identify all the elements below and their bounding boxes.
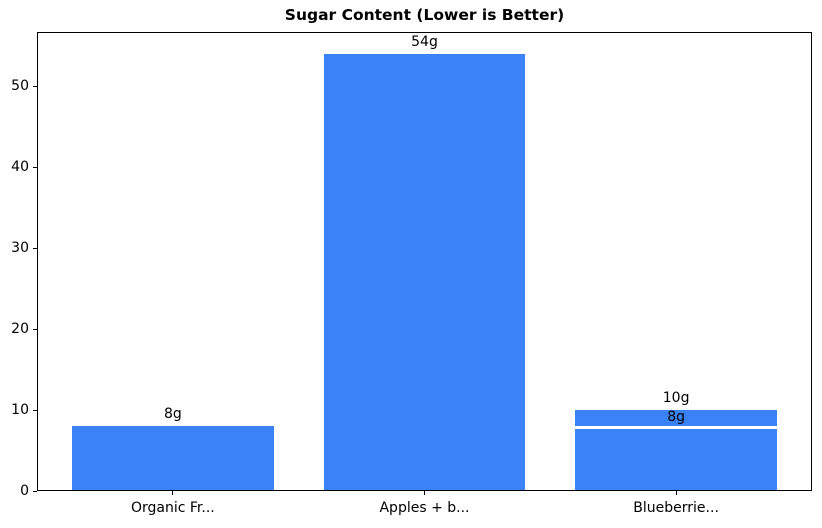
bar [72, 426, 274, 491]
x-tick-mark [675, 491, 677, 495]
bar [323, 53, 526, 491]
y-tick-label: 40 [11, 158, 29, 175]
y-tick-mark [33, 166, 37, 168]
y-tick-mark [33, 328, 37, 330]
y-tick-label: 20 [11, 320, 29, 337]
y-tick-mark [33, 409, 37, 411]
y-tick-mark [33, 490, 37, 492]
y-tick-label: 0 [20, 482, 29, 499]
y-tick-label: 50 [11, 77, 29, 94]
bar-value-label: 54g [411, 33, 438, 50]
x-axis-line [37, 490, 812, 491]
chart-title: Sugar Content (Lower is Better) [284, 6, 565, 24]
overlay-bar [575, 426, 777, 491]
x-tick-mark [424, 491, 425, 495]
y-tick-mark [33, 247, 37, 249]
x-axis-label: Blueberrie... [633, 500, 719, 516]
overlay-bar-value-label: 8g [667, 409, 685, 426]
y-tick-mark [33, 85, 37, 87]
bar-value-label: 10g [662, 390, 690, 407]
x-axis-label: Apples + b... [379, 500, 470, 516]
bar-value-label: 8g [163, 406, 182, 423]
x-tick-mark [172, 491, 174, 495]
x-axis-label: Organic Fr... [130, 500, 215, 516]
y-tick-label: 10 [11, 401, 29, 418]
y-tick-label: 30 [11, 239, 29, 256]
